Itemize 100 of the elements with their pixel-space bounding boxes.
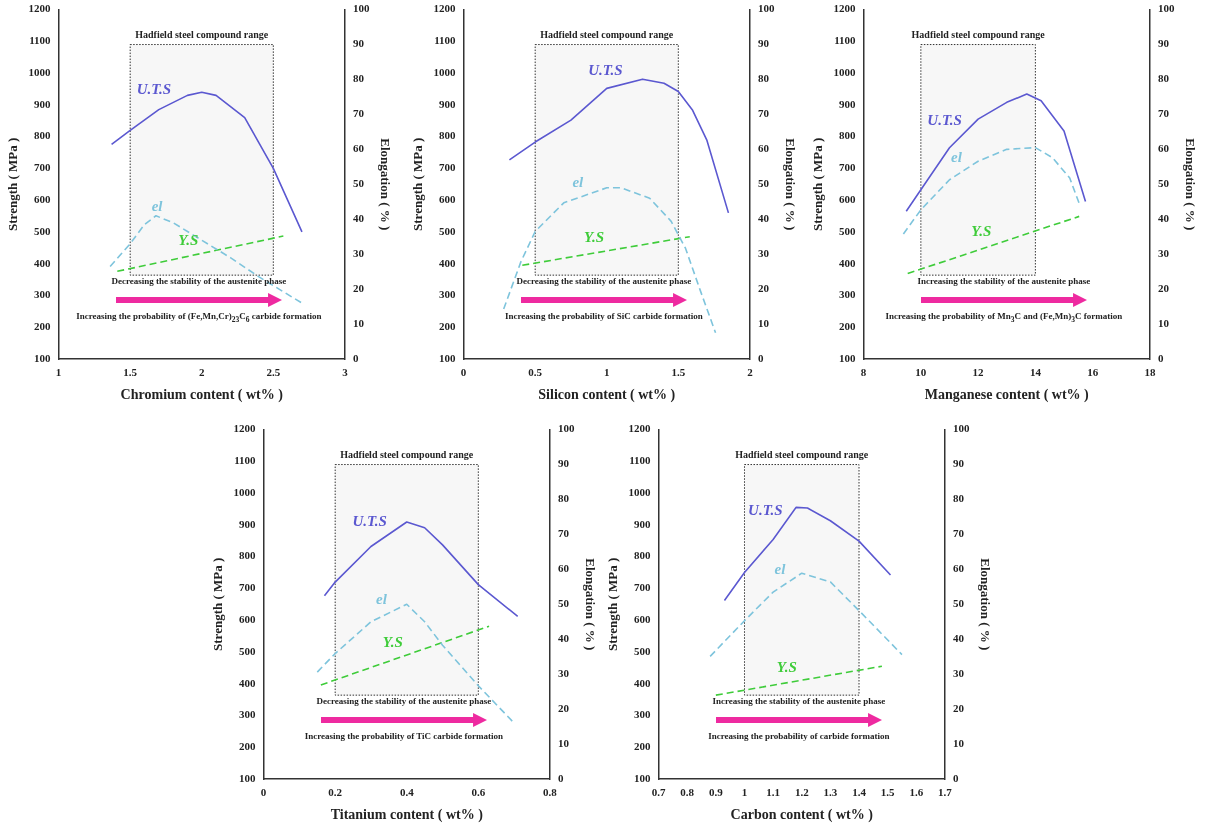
y-tick-label: 900 — [634, 517, 652, 530]
x-tick-label: 1.3 — [823, 786, 838, 799]
x-tick-label: 0 — [460, 366, 467, 379]
line-series — [902, 146, 1081, 235]
y2-tick-label: 90 — [757, 37, 770, 50]
x-tick-label: 1.5 — [880, 786, 896, 799]
x-tick-label: 14 — [1029, 366, 1042, 379]
y-tick-label: 800 — [634, 549, 652, 562]
series-label: el — [376, 591, 388, 608]
band-label: Hadfield steel compound range — [911, 29, 1046, 41]
y2-tick-label: 70 — [757, 107, 770, 120]
y2-tick-label: 40 — [557, 632, 570, 645]
series-label: U.T.S — [136, 80, 172, 97]
line-series — [709, 572, 903, 658]
y2-tick-label: 40 — [1157, 212, 1170, 225]
y-tick-label: 800 — [439, 129, 457, 142]
y-tick-label: 1000 — [628, 485, 652, 498]
y-tick-label: 1100 — [834, 34, 857, 47]
y2-tick-label: 80 — [952, 492, 965, 505]
y-tick-label: 400 — [34, 256, 52, 269]
x-tick-label: 1.1 — [766, 786, 780, 799]
band-label: Hadfield steel compound range — [340, 449, 474, 461]
x-tick-label: 0 — [260, 786, 267, 799]
y-tick-label: 100 — [839, 351, 857, 364]
y2-tick-label: 80 — [352, 72, 365, 85]
y-tick-label: 600 — [239, 613, 257, 626]
series-label: Y.S — [776, 659, 797, 676]
y-tick-label: 800 — [839, 129, 857, 142]
y2-tick-label: 30 — [1157, 247, 1170, 260]
y2-tick-label: 20 — [1157, 281, 1170, 294]
y-tick-label: 400 — [439, 256, 457, 269]
y2-tick-label: 30 — [952, 667, 965, 680]
y2-axis-title: Elongation ( % ) — [977, 558, 993, 651]
y-tick-label: 1200 — [433, 2, 457, 15]
band-label: Hadfield steel compound range — [735, 449, 869, 461]
y2-tick-label: 80 — [1157, 72, 1170, 85]
y2-tick-label: 70 — [1157, 107, 1170, 120]
y-tick-label: 900 — [239, 517, 257, 530]
x-tick-label: 1.6 — [909, 786, 924, 799]
y-tick-label: 700 — [34, 161, 52, 174]
series-label: U.T.S — [748, 501, 783, 518]
annotation: Increasing the stability of the austenite phase — [712, 695, 886, 706]
y-tick-label: 900 — [839, 97, 857, 110]
y2-tick-label: 60 — [352, 142, 365, 155]
y-axis-title: Strength ( MPa ) — [5, 137, 21, 231]
y2-tick-label: 40 — [757, 212, 770, 225]
x-tick-label: 1.5 — [671, 366, 686, 379]
y-tick-label: 100 — [439, 351, 457, 364]
series-label: U.T.S — [927, 111, 962, 128]
y-tick-label: 300 — [839, 288, 857, 301]
x-tick-label: 0.8 — [680, 786, 695, 799]
series-label: el — [572, 173, 585, 190]
y-axis-title: Strength ( MPa ) — [210, 557, 226, 651]
line-series — [109, 214, 303, 304]
y-tick-label: 400 — [634, 676, 652, 689]
y-tick-label: 900 — [34, 97, 52, 110]
y2-tick-label: 10 — [757, 316, 770, 329]
y2-tick-label: 50 — [557, 597, 570, 610]
y-tick-label: 600 — [34, 193, 52, 206]
y2-tick-label: 10 — [952, 736, 965, 749]
y-tick-label: 700 — [439, 161, 457, 174]
y-tick-label: 500 — [439, 224, 457, 237]
y-axis-title: Strength ( MPa ) — [605, 557, 621, 651]
y2-tick-label: 50 — [757, 177, 770, 190]
annotation: Increasing the probability of SiC carbide formation — [505, 310, 703, 321]
y-tick-label: 200 — [839, 320, 857, 333]
y2-tick-label: 0 — [557, 771, 564, 784]
y2-tick-label: 30 — [757, 247, 770, 260]
x-axis-title: Chromium content ( wt% ) — [120, 387, 284, 404]
y2-tick-label: 20 — [757, 281, 770, 294]
x-axis-title: Carbon content ( wt% ) — [730, 807, 874, 824]
y2-tick-label: 10 — [352, 316, 365, 329]
annotation: Increasing the probability of (Fe,Mn,Cr)$_{23}$C$_{6}$ carbide formation — [76, 310, 322, 324]
y-tick-label: 300 — [439, 288, 457, 301]
series-label: el — [151, 197, 164, 214]
y2-tick-label: 100 — [757, 2, 775, 15]
y2-tick-label: 40 — [952, 632, 965, 645]
y2-tick-label: 10 — [1157, 316, 1170, 329]
y-tick-label: 400 — [839, 256, 857, 269]
y-tick-label: 200 — [239, 740, 257, 753]
y-tick-label: 1100 — [234, 454, 257, 467]
y-tick-label: 900 — [439, 97, 457, 110]
x-tick-label: 0.5 — [528, 366, 543, 379]
y-tick-label: 1200 — [833, 2, 857, 15]
y2-tick-label: 20 — [952, 701, 965, 714]
x-tick-label: 3 — [342, 366, 349, 379]
x-tick-label: 1 — [604, 366, 610, 379]
y2-tick-label: 0 — [1157, 351, 1164, 364]
y2-tick-label: 30 — [352, 247, 365, 260]
y2-tick-label: 90 — [352, 37, 365, 50]
x-tick-label: 12 — [972, 366, 985, 379]
y-tick-label: 600 — [634, 613, 652, 626]
y-tick-label: 100 — [34, 351, 52, 364]
series-label: Y.S — [971, 223, 992, 240]
y-tick-label: 700 — [239, 581, 257, 594]
annotation: Increasing the probability of TiC carbide formation — [304, 730, 504, 741]
x-tick-label: 2 — [747, 366, 754, 379]
series-label: U.T.S — [588, 62, 623, 79]
y2-tick-label: 10 — [557, 736, 570, 749]
y-tick-label: 1000 — [433, 65, 457, 78]
